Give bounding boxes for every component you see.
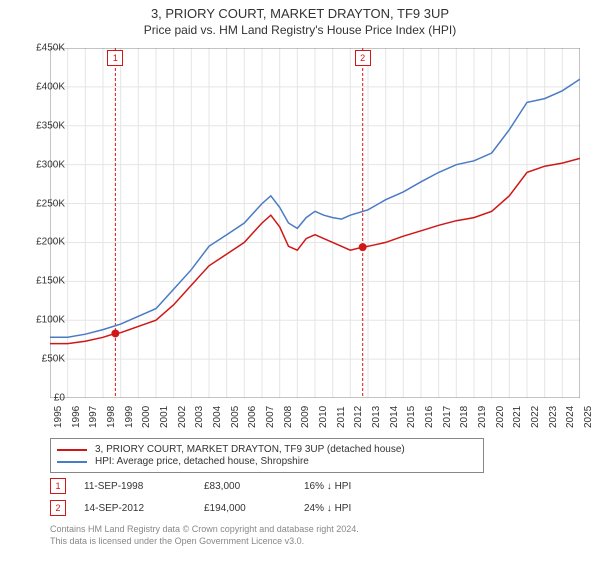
ytick-label: £50K [20,354,65,365]
marker-pct: 24% ↓ HPI [304,503,414,514]
xtick-label: 2023 [548,406,559,428]
marker-date: 14-SEP-2012 [84,503,204,514]
xtick-label: 2016 [424,406,435,428]
xtick-label: 2002 [177,406,188,428]
xtick-label: 1996 [71,406,82,428]
xtick-label: 2014 [389,406,400,428]
xtick-label: 2024 [565,406,576,428]
xtick-label: 2011 [336,406,347,428]
xtick-label: 2007 [265,406,276,428]
legend-swatch [57,461,87,463]
legend-label: 3, PRIORY COURT, MARKET DRAYTON, TF9 3UP… [95,444,405,455]
ytick-label: £250K [20,198,65,209]
ytick-label: £350K [20,120,65,131]
marker-price: £194,000 [204,503,304,514]
chart-container: 3, PRIORY COURT, MARKET DRAYTON, TF9 3UP… [0,6,600,566]
xtick-label: 2025 [583,406,594,428]
xtick-label: 2001 [159,406,170,428]
xtick-label: 2022 [530,406,541,428]
footer-line2: This data is licensed under the Open Gov… [50,536,359,548]
ytick-label: £100K [20,315,65,326]
xtick-label: 2020 [495,406,506,428]
marker-date: 11-SEP-1998 [84,481,204,492]
chart-svg [50,48,580,398]
xtick-label: 2008 [283,406,294,428]
marker-table: 1 11-SEP-1998£83,00016% ↓ HPI 2 14-SEP-2012… [50,478,414,522]
xtick-label: 1995 [53,406,64,428]
ytick-label: £200K [20,237,65,248]
ytick-label: £300K [20,159,65,170]
ytick-label: £400K [20,81,65,92]
xtick-label: 2005 [230,406,241,428]
chart-subtitle: Price paid vs. HM Land Registry's House … [0,23,600,37]
footer-line1: Contains HM Land Registry data © Crown c… [50,524,359,536]
xtick-label: 2017 [442,406,453,428]
ytick-label: £0 [20,393,65,404]
xtick-label: 1998 [106,406,117,428]
marker-pct: 16% ↓ HPI [304,481,414,492]
chart-area [50,48,580,398]
chart-title: 3, PRIORY COURT, MARKET DRAYTON, TF9 3UP [0,6,600,21]
chart-marker-2: 2 [355,50,371,66]
legend-swatch [57,449,87,451]
xtick-label: 2019 [477,406,488,428]
legend-row: 3, PRIORY COURT, MARKET DRAYTON, TF9 3UP… [57,444,477,455]
xtick-label: 1999 [124,406,135,428]
xtick-label: 1997 [88,406,99,428]
chart-marker-1: 1 [107,50,123,66]
marker-id-box: 1 [50,478,66,494]
legend-label: HPI: Average price, detached house, Shro… [95,456,309,467]
xtick-label: 2003 [194,406,205,428]
xtick-label: 2021 [512,406,523,428]
ytick-label: £450K [20,43,65,54]
xtick-label: 2015 [406,406,417,428]
xtick-label: 2010 [318,406,329,428]
legend-row: HPI: Average price, detached house, Shro… [57,456,477,467]
legend-box: 3, PRIORY COURT, MARKET DRAYTON, TF9 3UP… [50,438,484,473]
marker-table-row: 2 14-SEP-2012£194,00024% ↓ HPI [50,500,414,516]
xtick-label: 2012 [353,406,364,428]
xtick-label: 2000 [141,406,152,428]
xtick-label: 2006 [247,406,258,428]
marker-price: £83,000 [204,481,304,492]
marker-id-box: 2 [50,500,66,516]
marker-table-row: 1 11-SEP-1998£83,00016% ↓ HPI [50,478,414,494]
ytick-label: £150K [20,276,65,287]
footer-text: Contains HM Land Registry data © Crown c… [50,524,359,547]
xtick-label: 2018 [459,406,470,428]
xtick-label: 2004 [212,406,223,428]
xtick-label: 2013 [371,406,382,428]
xtick-label: 2009 [300,406,311,428]
